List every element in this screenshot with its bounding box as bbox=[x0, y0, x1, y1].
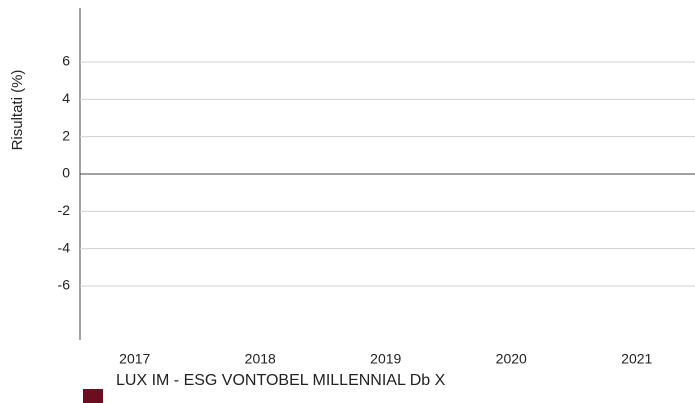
y-axis-label: Risultati (%) bbox=[9, 70, 26, 151]
legend-label: LUX IM - ESG VONTOBEL MILLENNIAL Db X bbox=[116, 372, 446, 389]
y-tick-label: -2 bbox=[58, 202, 71, 218]
y-tick-label: 0 bbox=[62, 165, 70, 181]
x-tick-label: 2017 bbox=[119, 351, 150, 367]
y-tick-label: 4 bbox=[62, 90, 70, 106]
y-tick-label: -6 bbox=[58, 277, 71, 293]
x-tick-label: 2019 bbox=[370, 351, 401, 367]
x-tick-label: 2020 bbox=[496, 351, 527, 367]
y-tick-label: -4 bbox=[58, 239, 71, 255]
x-tick-label: 2018 bbox=[245, 351, 276, 367]
legend-swatch bbox=[83, 389, 103, 403]
x-tick-label: 2021 bbox=[621, 351, 652, 367]
y-tick-label: 2 bbox=[62, 127, 70, 143]
y-tick-label: 6 bbox=[62, 53, 70, 69]
